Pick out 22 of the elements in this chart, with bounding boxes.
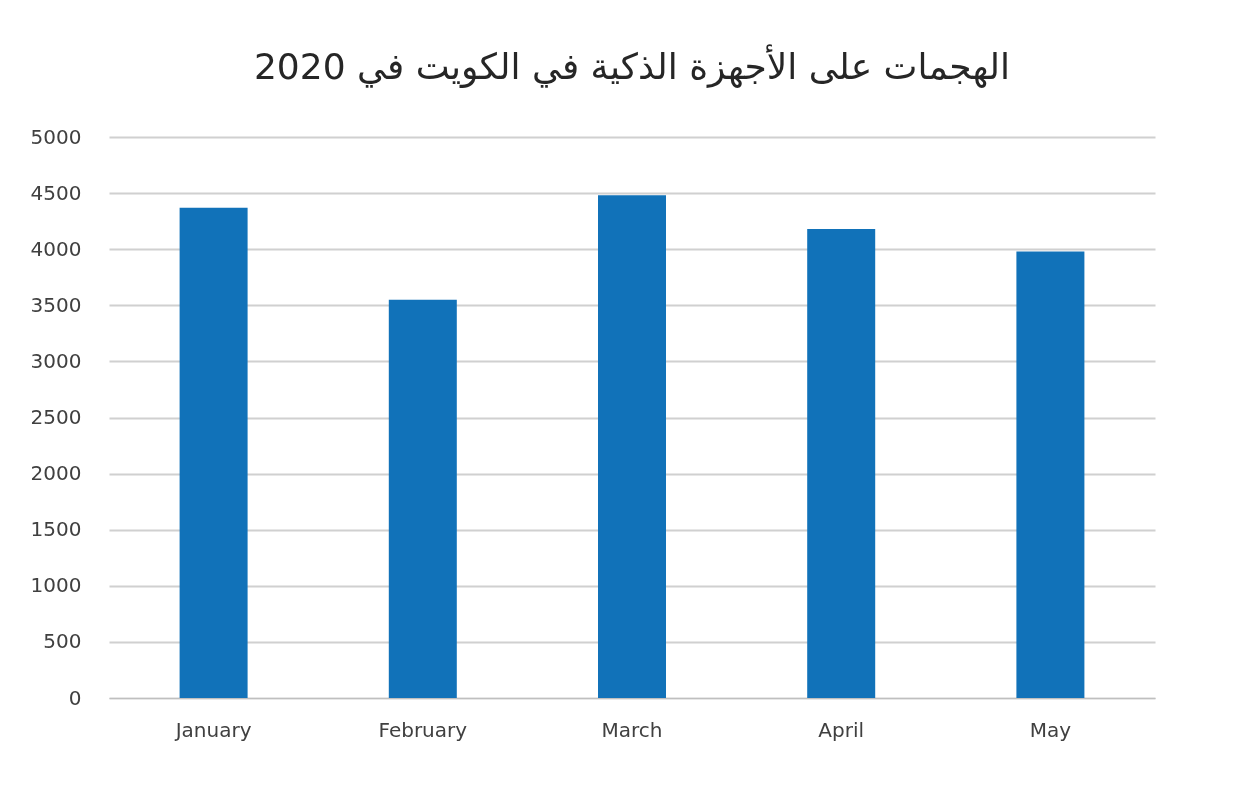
- x-tick-label: January: [173, 717, 252, 742]
- bar: [1016, 251, 1085, 698]
- y-tick-label: 500: [43, 629, 82, 654]
- y-tick-label: 5000: [30, 124, 82, 149]
- y-tick-label: 4000: [30, 236, 82, 261]
- x-tick-label: May: [1029, 717, 1072, 742]
- y-tick-label: 2000: [30, 461, 82, 486]
- chart-title: الهجمات على الأجهزة الذكية في الكويت في 2020: [253, 44, 1011, 88]
- y-tick-label: 1500: [30, 517, 82, 542]
- y-tick-label: 3000: [30, 348, 82, 373]
- y-tick-label: 1000: [30, 573, 82, 598]
- bar: [388, 299, 457, 698]
- bar: [179, 207, 248, 698]
- y-tick-label: 0: [68, 685, 82, 710]
- bar: [598, 195, 666, 698]
- y-tick-label: 2500: [30, 405, 82, 429]
- x-tick-label: April: [818, 717, 865, 742]
- x-tick-label: February: [378, 717, 468, 742]
- y-tick-label: 4500: [30, 180, 82, 205]
- bar: [807, 229, 876, 698]
- y-tick-label: 3500: [30, 292, 82, 317]
- x-tick-label: March: [601, 717, 663, 742]
